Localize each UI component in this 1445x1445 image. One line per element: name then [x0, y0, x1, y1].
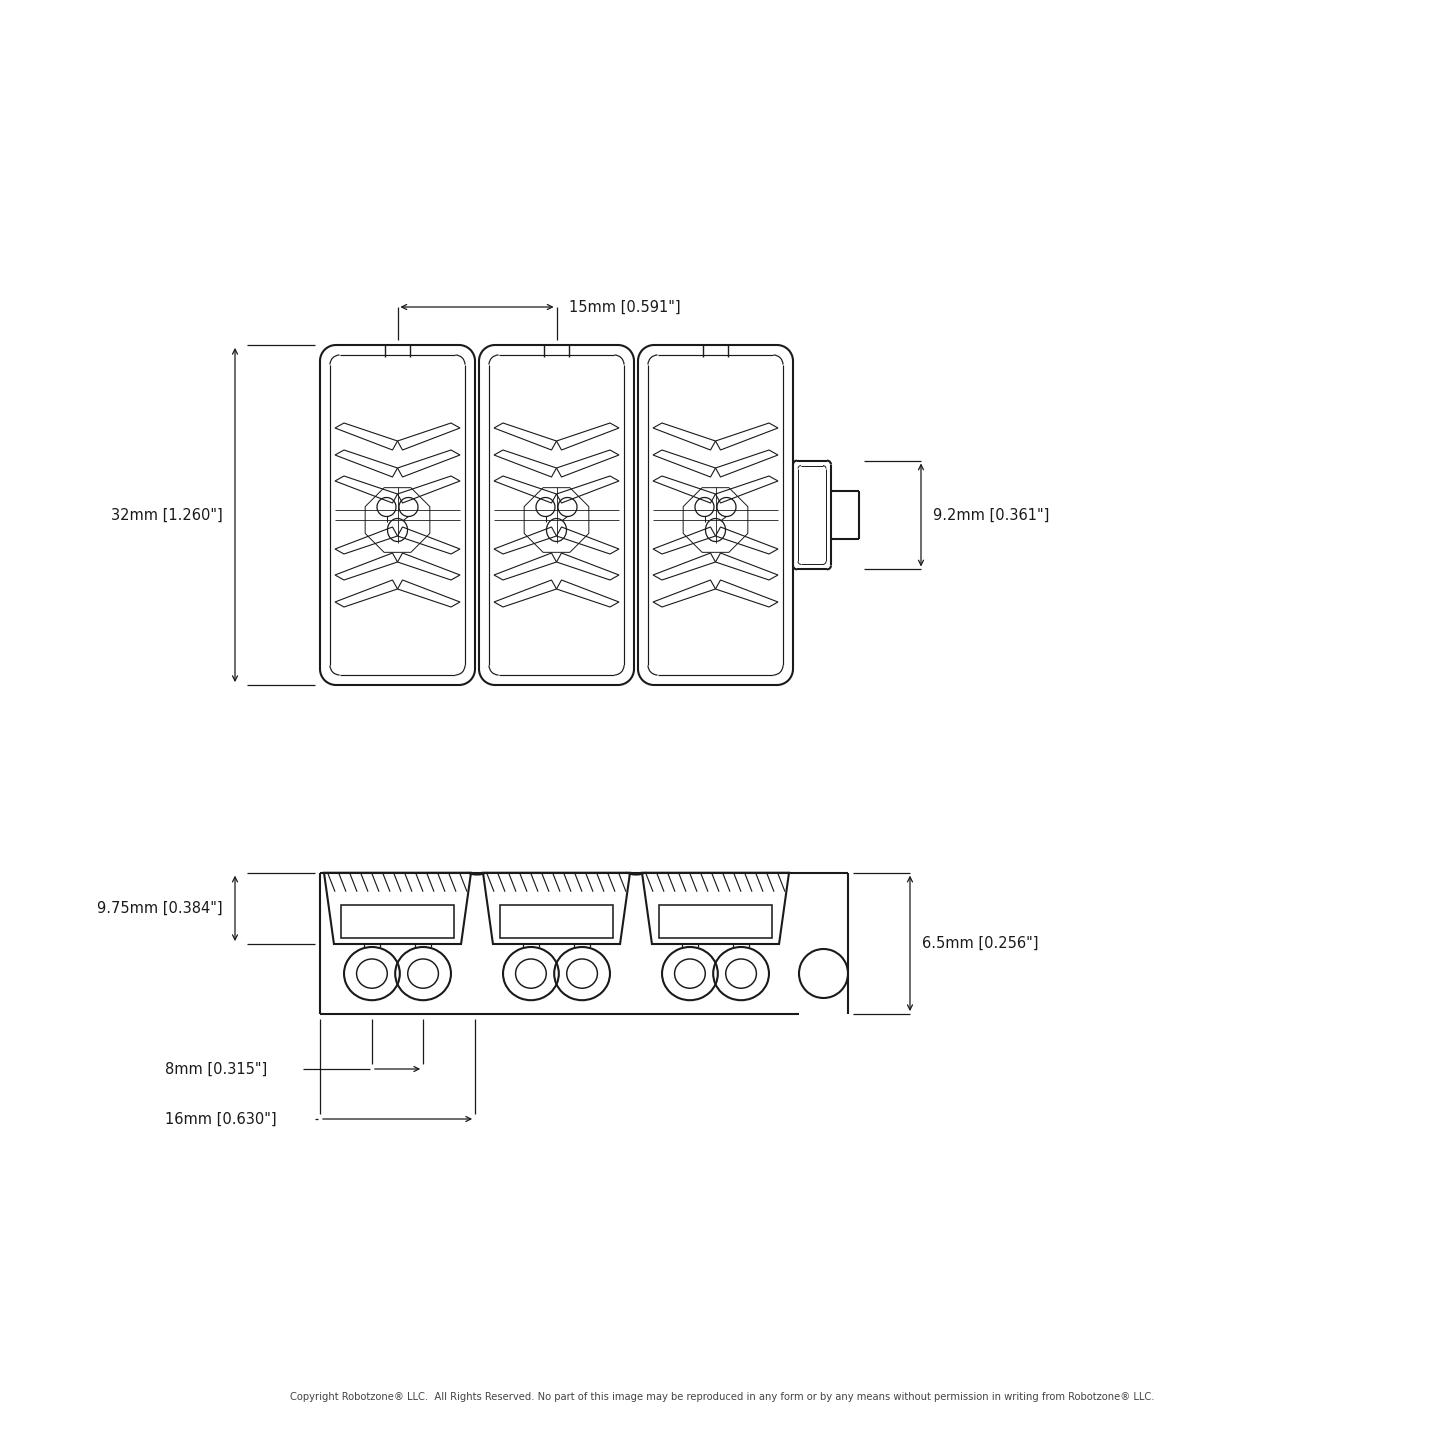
Text: 8mm [0.315"]: 8mm [0.315"]: [165, 1062, 267, 1077]
Text: Copyright Robotzone® LLC.  All Rights Reserved. No part of this image may be rep: Copyright Robotzone® LLC. All Rights Res…: [290, 1393, 1155, 1402]
Text: 32mm [1.260"]: 32mm [1.260"]: [111, 507, 223, 523]
Text: 16mm [0.630"]: 16mm [0.630"]: [165, 1111, 276, 1127]
Text: 6.5mm [0.256"]: 6.5mm [0.256"]: [922, 936, 1039, 951]
Text: 9.75mm [0.384"]: 9.75mm [0.384"]: [97, 900, 223, 916]
Text: 9.2mm [0.361"]: 9.2mm [0.361"]: [933, 507, 1049, 523]
Text: 15mm [0.591"]: 15mm [0.591"]: [568, 299, 681, 315]
